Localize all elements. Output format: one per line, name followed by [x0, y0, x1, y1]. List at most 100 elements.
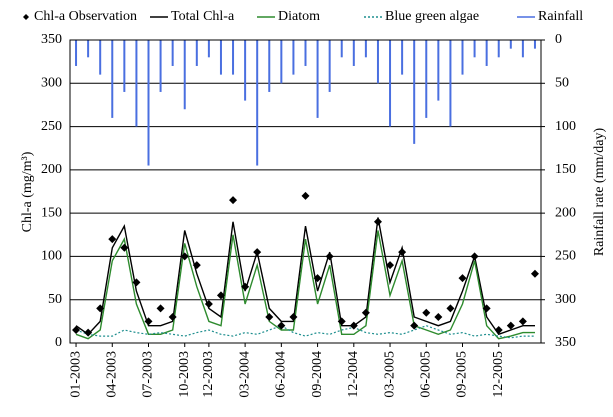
observation-point [192, 261, 201, 270]
x-tick-label: 12-2004 [346, 351, 361, 398]
y-tick-label: 100 [41, 249, 62, 264]
rainfall-bar [123, 40, 126, 92]
rainfall-bar [316, 40, 319, 118]
observation-point [386, 261, 395, 270]
rainfall-bar [183, 40, 186, 110]
observation-point [458, 274, 467, 283]
rainfall-bar [376, 40, 379, 84]
rainfall-bar [340, 40, 343, 58]
y2-tick-label: 200 [555, 205, 576, 220]
x-tick-label: 06-2004 [274, 351, 289, 398]
legend-label: Diatom [278, 9, 320, 24]
rainfall-bar [364, 40, 367, 58]
y-tick-label: 300 [41, 76, 62, 91]
y-axis-label: Chl-a (mg/m³) [20, 151, 35, 232]
observation-point [204, 300, 213, 309]
x-tick-label: 06-2005 [418, 351, 433, 398]
rainfall-bar [401, 40, 404, 75]
x-tick-label: 09-2005 [455, 351, 470, 398]
observation-point [265, 313, 274, 322]
observation-point [289, 313, 298, 322]
rainfall-bar [87, 40, 90, 58]
series-line [75, 230, 535, 340]
observation-point [84, 328, 93, 337]
rainfall-bar [111, 40, 114, 118]
y-tick-label: 50 [48, 292, 62, 307]
legend-symbol [23, 14, 29, 20]
observation-point [132, 278, 141, 287]
rainfall-bar [268, 40, 271, 92]
observation-point [72, 326, 81, 335]
rainfall-bar [244, 40, 247, 101]
observation-point [180, 252, 189, 261]
observation-point [277, 321, 286, 330]
x-tick-label: 10-2003 [177, 351, 192, 398]
y2-axis-label: Rainfall rate (mm/day) [592, 128, 607, 257]
observation-point [156, 304, 165, 313]
observation-point [108, 235, 117, 244]
y2-tick-label: 0 [555, 32, 562, 47]
observation-point [96, 304, 105, 313]
rainfall-bar [219, 40, 222, 75]
y-tick-label: 350 [41, 32, 62, 47]
legend-label: Total Chl-a [171, 9, 235, 24]
rainfall-bar [207, 40, 210, 58]
observation-point [144, 317, 153, 326]
rainfall-bar [485, 40, 488, 66]
observation-point [398, 248, 407, 257]
observation-point [216, 291, 225, 300]
x-tick-label: 12-2005 [491, 351, 506, 398]
x-tick-label: 01-2003 [68, 351, 83, 398]
observation-point [120, 243, 129, 252]
y-tick-label: 0 [55, 335, 62, 350]
observation-point [422, 308, 431, 317]
rainfall-bar [292, 40, 295, 75]
legend-label: Rainfall [538, 9, 583, 24]
x-tick-label: 03-2005 [382, 351, 397, 398]
y-tick-label: 150 [41, 205, 62, 220]
observation-point [506, 321, 515, 330]
observation-point [446, 304, 455, 313]
y2-tick-label: 50 [555, 76, 569, 91]
rainfall-bar [232, 40, 235, 75]
observation-point [241, 282, 250, 291]
y-tick-label: 200 [41, 162, 62, 177]
rainfall-bar [195, 40, 198, 66]
x-tick-label: 04-2003 [104, 351, 119, 398]
legend-label: Chl-a Observation [34, 9, 137, 24]
y-tick-label: 250 [41, 119, 62, 134]
rainfall-bar [280, 40, 283, 84]
y2-tick-label: 100 [555, 119, 576, 134]
observation-point [470, 252, 479, 261]
observation-point [434, 313, 443, 322]
observation-point [229, 196, 238, 205]
rainfall-bar [497, 40, 500, 58]
y2-tick-label: 250 [555, 249, 576, 264]
rainfall-bar [473, 40, 476, 58]
observation-point [349, 321, 358, 330]
rainfall-bar [75, 40, 78, 66]
observation-point [301, 191, 310, 200]
rainfall-bar [389, 40, 392, 127]
observation-point [482, 304, 491, 313]
legend-label: Blue green algae [385, 9, 479, 24]
observation-point [313, 274, 322, 283]
observation-point [373, 217, 382, 226]
x-tick-label: 09-2004 [310, 351, 325, 398]
rainfall-bar [171, 40, 174, 66]
x-tick-label: 12-2003 [201, 351, 216, 398]
observation-point [253, 248, 262, 257]
rainfall-bar [352, 40, 355, 66]
rainfall-bar [135, 40, 138, 127]
observation-point [361, 308, 370, 317]
observation-point [168, 313, 177, 322]
observation-point [410, 321, 419, 330]
rainfall-bar [461, 40, 464, 75]
rainfall-bar [159, 40, 162, 92]
series-line [75, 325, 535, 339]
rainfall-bar [413, 40, 416, 144]
rainfall-bar [328, 40, 331, 92]
rainfall-bar [304, 40, 307, 66]
y2-tick-label: 350 [555, 335, 576, 350]
